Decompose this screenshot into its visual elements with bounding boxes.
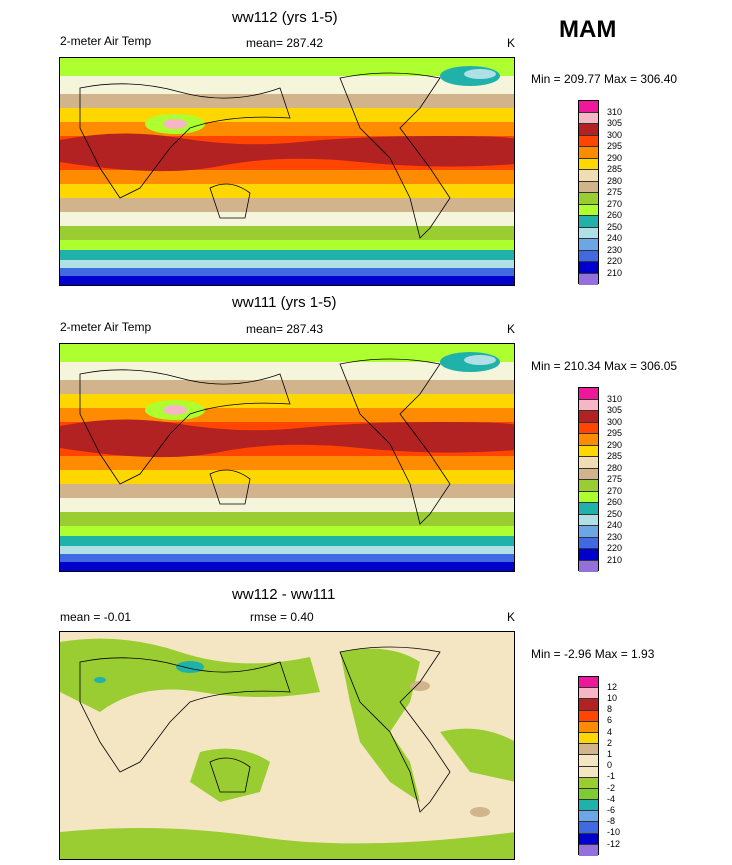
temperature-map-ww111 xyxy=(60,344,514,571)
panel-3-colorbar xyxy=(578,676,599,856)
panel-1-legend-label-1: 305 xyxy=(607,118,623,128)
panel-3-legend-label-6: 1 xyxy=(607,749,613,759)
panel-2-colorbar xyxy=(578,387,599,572)
panel-1-units: K xyxy=(507,36,516,50)
panel-3-mean-label: mean = -0.01 xyxy=(60,610,132,624)
panel-3-minmax: Min = -2.96 Max = 1.93 xyxy=(531,647,655,661)
panel-2-title: ww111 (yrs 1-5) xyxy=(232,294,337,311)
panel-2-legend-label-2: 300 xyxy=(607,417,623,427)
panel-1-legend-label-5: 285 xyxy=(607,164,623,174)
panel-3-legend-label-5: 2 xyxy=(607,738,613,748)
panel-1-minmax: Min = 209.77 Max = 306.40 xyxy=(531,72,678,86)
panel-3-legend-label-2: 8 xyxy=(607,704,613,714)
panel-1-variable-label: 2-meter Air Temp xyxy=(60,34,152,48)
panel-2-legend-label-13: 220 xyxy=(607,543,623,553)
panel-3-rmse-label: rmse = 0.40 xyxy=(250,610,314,624)
panel-1-legend-label-12: 230 xyxy=(607,245,623,255)
panel-1-legend-label-6: 280 xyxy=(607,176,623,186)
season-label: MAM xyxy=(559,16,617,43)
panel-1-legend-label-9: 260 xyxy=(607,210,623,220)
panel-1-colorbar xyxy=(578,100,599,285)
panel-2-variable-label: 2-meter Air Temp xyxy=(60,320,152,334)
panel-2-legend-label-8: 270 xyxy=(607,486,623,496)
panel-2-mean-label: mean= 287.43 xyxy=(246,322,324,336)
panel-1-legend-label-8: 270 xyxy=(607,199,623,209)
panel-3-legend-label-0: 12 xyxy=(607,682,618,692)
panel-2-legend-label-7: 275 xyxy=(607,474,623,484)
panel-3-legend-label-9: -2 xyxy=(607,783,616,793)
panel-2-legend-label-9: 260 xyxy=(607,497,623,507)
panel-1-legend-label-10: 250 xyxy=(607,222,623,232)
panel-1-title: ww112 (yrs 1-5) xyxy=(232,9,338,26)
panel-1-legend-label-7: 275 xyxy=(607,187,623,197)
panel-3-legend-label-1: 10 xyxy=(607,693,618,703)
panel-2-legend-label-12: 230 xyxy=(607,532,623,542)
panel-2-legend-label-6: 280 xyxy=(607,463,623,473)
panel-3-map xyxy=(59,631,515,860)
panel-1-legend-label-4: 290 xyxy=(607,153,623,163)
panel-3-legend-label-4: 4 xyxy=(607,727,613,737)
panel-2-minmax: Min = 210.34 Max = 306.05 xyxy=(531,359,678,373)
panel-2-legend-label-5: 285 xyxy=(607,451,623,461)
panel-2-units: K xyxy=(507,322,516,336)
panel-2-legend-label-3: 295 xyxy=(607,428,623,438)
panel-2-legend-label-11: 240 xyxy=(607,520,623,530)
difference-map xyxy=(60,632,514,859)
panel-1-legend-label-13: 220 xyxy=(607,256,623,266)
panel-2-legend-label-10: 250 xyxy=(607,509,623,519)
panel-3-legend-label-14: -12 xyxy=(607,839,621,849)
panel-1-legend-label-11: 240 xyxy=(607,233,623,243)
panel-2-legend-label-4: 290 xyxy=(607,440,623,450)
panel-3-legend-label-12: -8 xyxy=(607,816,616,826)
panel-1-mean-label: mean= 287.42 xyxy=(246,36,324,50)
panel-1-legend-label-2: 300 xyxy=(607,130,623,140)
panel-1-map xyxy=(59,57,515,286)
panel-3-legend-label-11: -6 xyxy=(607,805,616,815)
panel-3-legend-label-13: -10 xyxy=(607,827,621,837)
panel-1-legend-label-0: 310 xyxy=(607,107,623,117)
panel-3-legend-label-8: -1 xyxy=(607,771,616,781)
panel-3-legend-label-3: 6 xyxy=(607,715,613,725)
panel-3-title: ww112 - ww111 xyxy=(232,586,336,603)
panel-3-units: K xyxy=(507,610,516,624)
panel-2-legend-label-0: 310 xyxy=(607,394,623,404)
panel-2-legend-label-1: 305 xyxy=(607,405,623,415)
temperature-map-ww112 xyxy=(60,58,514,285)
panel-3-legend-label-10: -4 xyxy=(607,794,616,804)
panel-1-legend-label-3: 295 xyxy=(607,141,623,151)
panel-3-legend-label-7: 0 xyxy=(607,760,613,770)
panel-2-map xyxy=(59,343,515,572)
panel-1-legend-label-14: 210 xyxy=(607,268,623,278)
panel-2-legend-label-14: 210 xyxy=(607,555,623,565)
